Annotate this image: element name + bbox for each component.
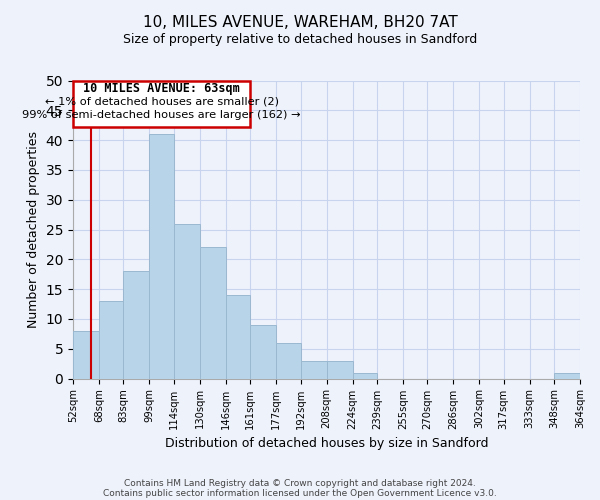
Bar <box>250 325 276 378</box>
Text: 99% of semi-detached houses are larger (162) →: 99% of semi-detached houses are larger (… <box>22 110 301 120</box>
FancyBboxPatch shape <box>73 80 250 127</box>
Bar <box>99 301 124 378</box>
Bar <box>73 331 99 378</box>
Bar <box>226 295 250 378</box>
Text: Size of property relative to detached houses in Sandford: Size of property relative to detached ho… <box>123 32 477 46</box>
Bar <box>149 134 174 378</box>
Bar <box>174 224 200 378</box>
Text: Contains public sector information licensed under the Open Government Licence v3: Contains public sector information licen… <box>103 488 497 498</box>
Bar <box>276 343 301 378</box>
Bar <box>554 372 580 378</box>
Text: 10 MILES AVENUE: 63sqm: 10 MILES AVENUE: 63sqm <box>83 82 240 96</box>
Y-axis label: Number of detached properties: Number of detached properties <box>27 131 40 328</box>
X-axis label: Distribution of detached houses by size in Sandford: Distribution of detached houses by size … <box>165 437 488 450</box>
Bar <box>326 360 353 378</box>
Text: 10, MILES AVENUE, WAREHAM, BH20 7AT: 10, MILES AVENUE, WAREHAM, BH20 7AT <box>143 15 457 30</box>
Bar <box>124 272 149 378</box>
Text: Contains HM Land Registry data © Crown copyright and database right 2024.: Contains HM Land Registry data © Crown c… <box>124 478 476 488</box>
Text: ← 1% of detached houses are smaller (2): ← 1% of detached houses are smaller (2) <box>44 96 278 106</box>
Bar <box>301 360 326 378</box>
Bar <box>353 372 377 378</box>
Bar <box>200 248 226 378</box>
